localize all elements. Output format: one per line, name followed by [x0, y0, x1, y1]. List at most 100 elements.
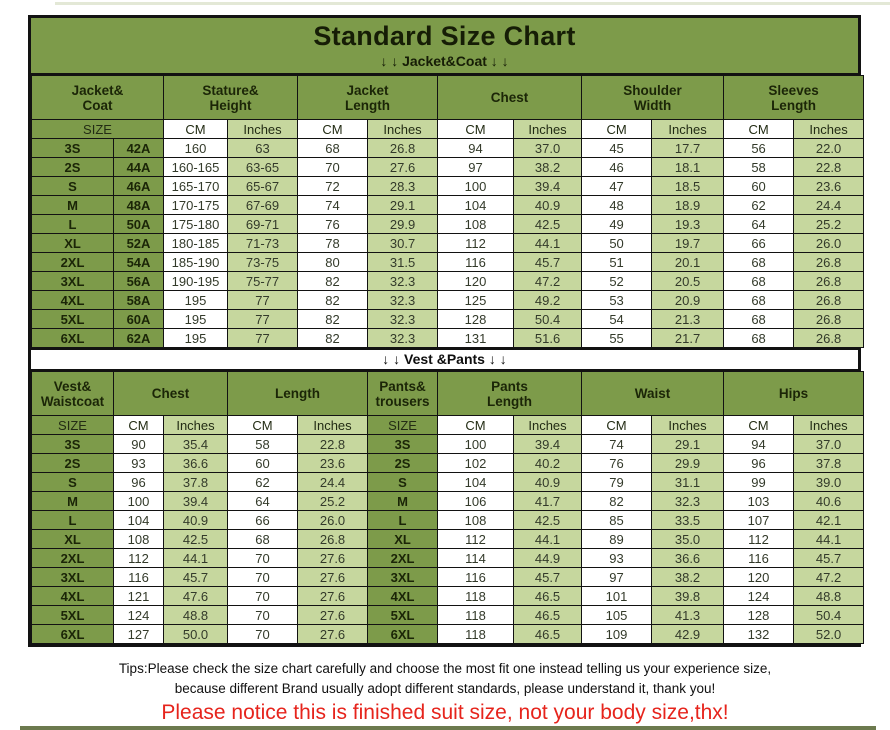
size-cell: 62A — [112, 328, 165, 348]
value-cell: 39.4 — [513, 176, 583, 196]
table-row: 5XL 124 48.8 70 27.6 5XL 118 46.5 105 41.3 128 50.4 — [31, 605, 865, 625]
value-cell: 29.9 — [367, 214, 439, 234]
value-cell: 46.5 — [513, 624, 583, 644]
jacket-table-body: 3S 42A 160 63 68 26.8 94 37.0 45 17.7 56 22.0 2S 44A 1… — [31, 138, 865, 348]
value-cell: 20.5 — [651, 271, 725, 291]
size-cell: XL — [367, 529, 439, 549]
inches-header: Inches — [367, 119, 439, 139]
value-cell: 40.9 — [513, 472, 583, 492]
value-cell: 47.2 — [793, 567, 865, 587]
value-cell: 48 — [581, 195, 653, 215]
column-group-shoulder-width: Shoulder Width — [581, 75, 725, 120]
size-cell: 56A — [112, 271, 165, 291]
value-cell: 44.1 — [793, 529, 865, 549]
size-cell: 6XL — [31, 624, 114, 644]
value-cell: 112 — [723, 529, 795, 549]
value-cell: 51.6 — [513, 328, 583, 348]
size-chart: Standard Size Chart ↓ ↓ Jacket&Coat ↓ ↓ … — [28, 15, 865, 647]
size-cell: 4XL — [31, 586, 114, 606]
value-cell: 100 — [113, 491, 164, 511]
value-cell: 23.6 — [297, 453, 369, 473]
value-cell: 104 — [113, 510, 164, 530]
inches-header: Inches — [513, 415, 583, 435]
table-row: 3XL 116 45.7 70 27.6 3XL 116 45.7 97 38.2 120 47.2 — [31, 567, 865, 587]
size-cell: L — [31, 510, 114, 530]
size-cell: 3S — [367, 434, 439, 454]
cm-header: CM — [437, 119, 515, 139]
value-cell: 37.0 — [793, 434, 865, 454]
value-cell: 77 — [227, 328, 299, 348]
value-cell: 70 — [227, 586, 299, 606]
value-cell: 60 — [227, 453, 299, 473]
vest-subheader-row: SIZE CM Inches CM Inches SIZE CM Inches … — [31, 415, 865, 435]
value-cell: 97 — [581, 567, 653, 587]
inches-header: Inches — [162, 415, 229, 435]
value-cell: 70 — [227, 567, 299, 587]
value-cell: 33.5 — [651, 510, 725, 530]
size-cell: M — [31, 195, 114, 215]
value-cell: 165-170 — [163, 176, 229, 196]
value-cell: 49 — [581, 214, 653, 234]
value-cell: 68 — [723, 309, 795, 329]
value-cell: 26.8 — [367, 138, 439, 158]
value-cell: 131 — [437, 328, 515, 348]
column-group-vest-waistcoat: Vest& Waistcoat — [31, 371, 114, 416]
value-cell: 45 — [581, 138, 653, 158]
table-row: L 50A 175-180 69-71 76 29.9 108 42.5 49 19.3 64 25.… — [31, 214, 865, 234]
jacket-coat-table: Jacket& Coat Stature& Height Jacket Leng… — [30, 75, 865, 348]
value-cell: 28.3 — [367, 176, 439, 196]
value-cell: 30.7 — [367, 233, 439, 253]
value-cell: 48.8 — [793, 586, 865, 606]
value-cell: 108 — [437, 510, 515, 530]
value-cell: 29.1 — [367, 195, 439, 215]
value-cell: 94 — [723, 434, 795, 454]
size-header: SIZE — [30, 119, 165, 139]
value-cell: 175-180 — [163, 214, 229, 234]
size-cell: M — [31, 491, 114, 511]
value-cell: 112 — [113, 548, 164, 568]
value-cell: 42.5 — [513, 214, 583, 234]
size-cell: 3S — [31, 138, 114, 158]
column-group-stature-height: Stature& Height — [163, 75, 299, 120]
value-cell: 32.3 — [367, 271, 439, 291]
value-cell: 26.8 — [793, 271, 865, 291]
group-label: Sleeves — [768, 82, 819, 98]
value-cell: 63 — [227, 138, 299, 158]
value-cell: 127 — [113, 624, 164, 644]
inches-header: Inches — [793, 119, 865, 139]
value-cell: 20.9 — [651, 290, 725, 310]
value-cell: 37.8 — [162, 472, 229, 492]
value-cell: 195 — [163, 290, 229, 310]
inches-header: Inches — [513, 119, 583, 139]
group-label: Length — [345, 97, 391, 113]
size-cell: 60A — [112, 309, 165, 329]
size-cell: 6XL — [31, 328, 114, 348]
value-cell: 37.8 — [793, 453, 865, 473]
value-cell: 68 — [723, 252, 795, 272]
value-cell: 27.6 — [297, 624, 369, 644]
value-cell: 185-190 — [163, 252, 229, 272]
vest-group-header-row: Vest& Waistcoat Chest Length Pants& trou… — [31, 371, 865, 416]
value-cell: 124 — [723, 586, 795, 606]
value-cell: 46 — [581, 157, 653, 177]
value-cell: 39.8 — [651, 586, 725, 606]
value-cell: 79 — [581, 472, 653, 492]
value-cell: 36.6 — [651, 548, 725, 568]
value-cell: 64 — [723, 214, 795, 234]
value-cell: 27.6 — [367, 157, 439, 177]
value-cell: 36.6 — [162, 453, 229, 473]
column-group-jacket-length: Jacket Length — [297, 75, 439, 120]
value-cell: 190-195 — [163, 271, 229, 291]
size-cell: 2XL — [31, 252, 114, 272]
value-cell: 96 — [113, 472, 164, 492]
size-cell: 5XL — [367, 605, 439, 625]
value-cell: 68 — [297, 138, 369, 158]
value-cell: 107 — [723, 510, 795, 530]
value-cell: 45.7 — [793, 548, 865, 568]
table-row: 4XL 121 47.6 70 27.6 4XL 118 46.5 101 39.8 124 48.8 — [31, 586, 865, 606]
size-cell: 52A — [112, 233, 165, 253]
value-cell: 46.5 — [513, 586, 583, 606]
value-cell: 120 — [723, 567, 795, 587]
value-cell: 31.1 — [651, 472, 725, 492]
size-cell: 2XL — [31, 548, 114, 568]
